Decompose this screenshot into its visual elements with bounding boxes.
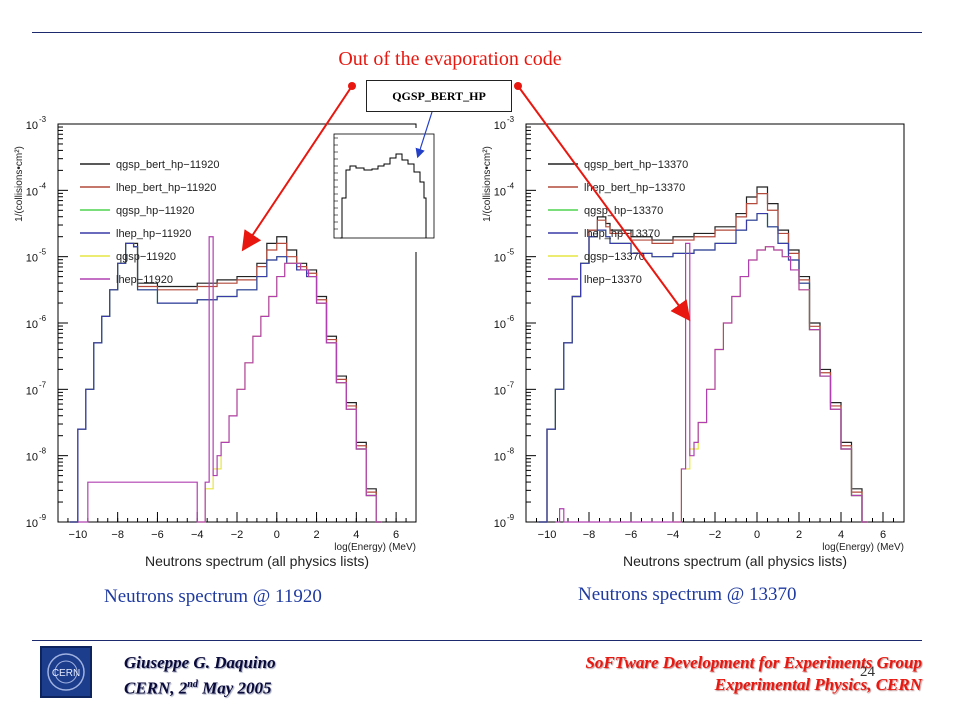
y-tick-exponent: -8 [39, 447, 47, 456]
y-tick-label: 10 [26, 518, 38, 530]
y-tick-exponent: -5 [39, 248, 47, 257]
x-tick-label: 4 [353, 529, 359, 541]
y-tick-exponent: -8 [507, 447, 515, 456]
footer-date-prefix: CERN, 2 [124, 678, 188, 698]
x-tick-label: 6 [880, 529, 886, 541]
y-tick-exponent: -7 [39, 380, 47, 389]
y-tick-label: 10 [26, 253, 38, 265]
x-tick-label: −4 [667, 529, 680, 541]
x-tick-label: −6 [625, 529, 638, 541]
y-tick-label: 10 [494, 452, 506, 464]
x-tick-label: −6 [151, 529, 164, 541]
y-tick-label: 10 [494, 518, 506, 530]
y-tick-exponent: -9 [507, 513, 515, 522]
chart-right: 10-310-410-510-610-710-810-9−10 −8 −6 −4 −2 0… [478, 112, 918, 572]
footer-group-name: SoFTware Development for Experiments Gro… [585, 653, 922, 672]
physics-list-tag: QGSP_BERT_HP [366, 80, 512, 112]
y-tick-exponent: -6 [39, 314, 47, 323]
x-tick-label: −10 [538, 529, 557, 541]
top-rule [32, 32, 922, 33]
caption-right: Neutrons spectrum @ 13370 [578, 584, 797, 605]
y-tick-label: 10 [26, 319, 38, 331]
y-tick-label: 10 [26, 452, 38, 464]
series-line-6 [77, 236, 382, 523]
legend-entry: qgsp−11920 [116, 251, 176, 263]
x-tick-label: −8 [583, 529, 596, 541]
y-tick-label: 10 [494, 186, 506, 198]
legend-entry: qgsp_hp−13370 [584, 205, 663, 217]
footer-author-name: Giuseppe G. Daquino [124, 653, 276, 672]
y-axis-label: 1/(collisions•cm²) [14, 146, 25, 222]
x-axis-label: log(Energy) (MeV) [822, 542, 904, 553]
legend-entry: qgsp−13370 [584, 251, 645, 263]
y-tick-exponent: -7 [507, 380, 515, 389]
y-tick-label: 10 [26, 186, 38, 198]
y-tick-exponent: -6 [507, 314, 515, 323]
y-tick-label: 10 [494, 253, 506, 265]
y-axis-label: 1/(collisions•cm²) [482, 146, 493, 222]
chart-title: Neutrons spectrum (all physics lists) [145, 553, 369, 569]
legend-entry: lhep_hp−13370 [584, 228, 660, 240]
x-tick-label: −10 [69, 529, 88, 541]
y-tick-exponent: -4 [39, 181, 47, 190]
y-tick-label: 10 [26, 385, 38, 397]
footer-group: SoFTware Development for Experiments Gro… [585, 652, 922, 696]
caption-left: Neutrons spectrum @ 11920 [104, 586, 322, 607]
x-tick-label: −2 [709, 529, 722, 541]
cern-logo: CERN [40, 646, 92, 698]
slide-title: Out of the evaporation code [338, 48, 562, 70]
legend-entry: lhep_bert_hp−11920 [116, 182, 216, 194]
arrow-origin-dot-right [514, 82, 522, 90]
inset-plot [316, 128, 442, 252]
y-tick-label: 10 [494, 385, 506, 397]
x-tick-label: 4 [838, 529, 844, 541]
x-tick-label: −8 [111, 529, 124, 541]
footer-group-dept: Experimental Physics, CERN [714, 675, 922, 694]
y-tick-label: 10 [494, 120, 506, 132]
x-tick-label: −4 [191, 529, 204, 541]
footer-author-date: CERN, 2nd May 2005 [124, 674, 276, 700]
x-tick-label: 0 [754, 529, 760, 541]
inset-background [316, 128, 442, 252]
legend-entry: lhep−13370 [584, 274, 642, 286]
y-tick-exponent: -5 [507, 248, 515, 257]
chart-title: Neutrons spectrum (all physics lists) [623, 553, 847, 569]
x-tick-label: −2 [231, 529, 244, 541]
chart-2-background [478, 112, 918, 572]
x-axis-label: log(Energy) (MeV) [334, 542, 416, 553]
x-tick-label: 2 [796, 529, 802, 541]
legend-entry: qgsp_bert_hp−13370 [584, 159, 688, 171]
legend-entry: lhep_bert_hp−13370 [584, 182, 685, 194]
page-number: 24 [860, 664, 875, 680]
cern-logo-icon: CERN [47, 653, 85, 691]
y-tick-label: 10 [26, 120, 38, 132]
arrow-origin-dot-left [348, 82, 356, 90]
cern-logo-text: CERN [52, 668, 80, 679]
x-tick-label: 2 [313, 529, 319, 541]
x-tick-label: 6 [393, 529, 399, 541]
legend-entry: lhep_hp−11920 [116, 228, 191, 240]
footer-date-suffix: May 2005 [197, 678, 272, 698]
legend-entry: lhep−11920 [116, 274, 173, 286]
y-tick-exponent: -3 [39, 115, 47, 124]
legend-entry: qgsp_hp−11920 [116, 205, 194, 217]
footer-date-sup: nd [187, 679, 198, 690]
y-tick-exponent: -3 [507, 115, 515, 124]
x-tick-label: 0 [274, 529, 280, 541]
legend-entry: qgsp_bert_hp−11920 [116, 159, 219, 171]
bottom-rule [32, 640, 922, 641]
y-tick-exponent: -9 [39, 513, 47, 522]
footer-author: Giuseppe G. Daquino CERN, 2nd May 2005 [124, 652, 276, 700]
y-tick-label: 10 [494, 319, 506, 331]
y-tick-exponent: -4 [507, 181, 515, 190]
